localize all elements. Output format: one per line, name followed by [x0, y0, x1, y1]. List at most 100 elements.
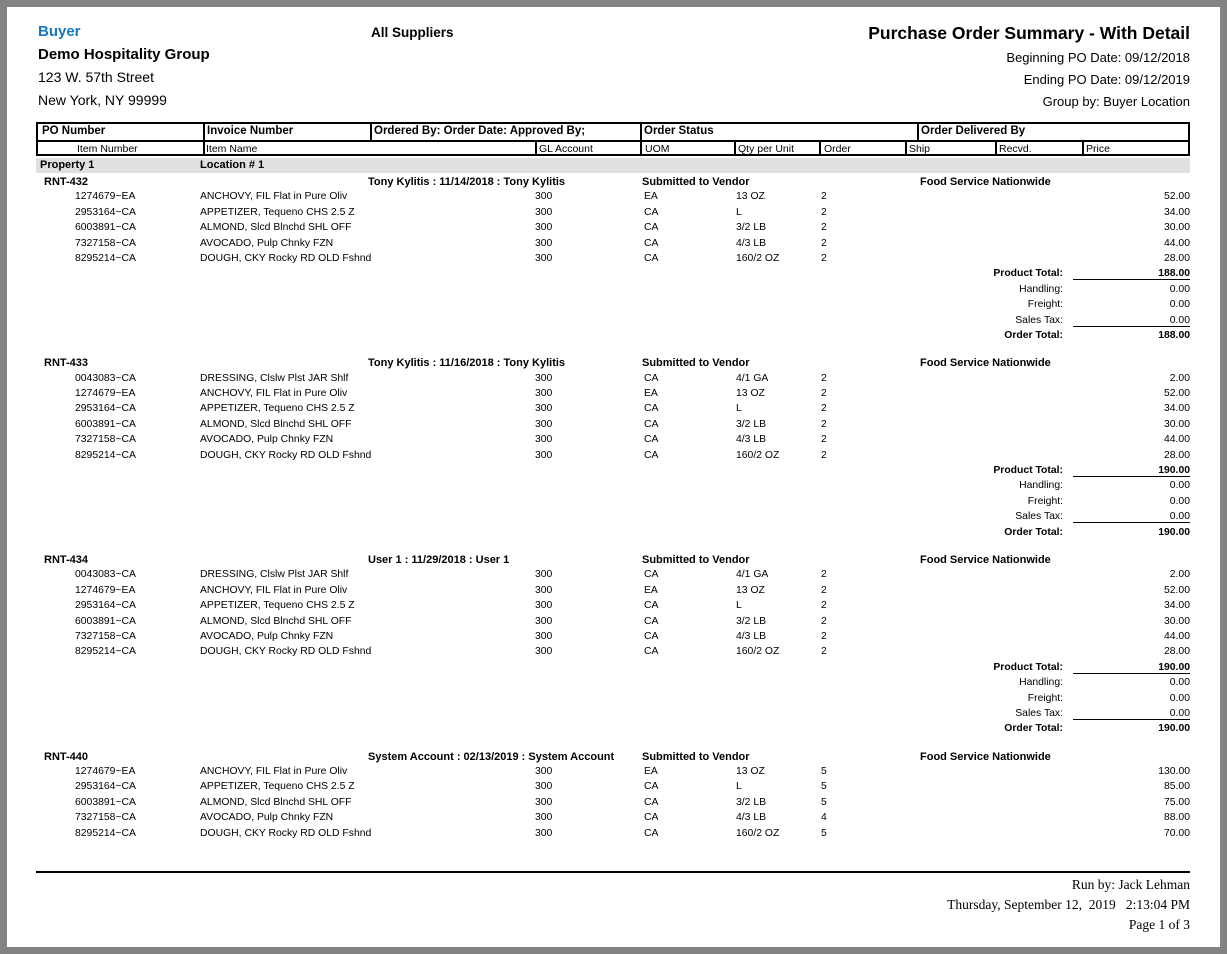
item-gl-account: 300 [535, 434, 553, 446]
col-order: Order [824, 143, 851, 155]
item-price: 2.00 [1169, 372, 1190, 384]
item-uom: CA [644, 569, 659, 581]
item-uom: CA [644, 418, 659, 430]
item-qty-per-unit: 13 OZ [736, 191, 765, 203]
item-uom: CA [644, 372, 659, 384]
item-row: 7327158~CA AVOCADO, Pulp Chnky FZN 300 CA 4/… [36, 433, 1190, 448]
table-header-row1: PO Number Invoice Number Ordered By: Ord… [38, 124, 1188, 142]
item-uom: CA [644, 646, 659, 658]
item-name: DRESSING, Clslw Plst JAR Shlf [200, 569, 349, 581]
po-group: RNT-433 Tony Kylitis : 11/16/2018 : Tony … [36, 356, 1190, 541]
item-row: 1274679~EA ANCHOVY, FIL Flat in Pure Oliv… [36, 765, 1190, 780]
handling-total-label: Handling: [1019, 283, 1063, 295]
item-order-qty: 2 [821, 434, 827, 446]
po-ordered-by: Tony Kylitis : 11/16/2018 : Tony Kylitis [368, 357, 566, 370]
item-name: AVOCADO, Pulp Chnky FZN [200, 237, 334, 249]
item-gl-account: 300 [535, 418, 553, 430]
item-name: AVOCADO, Pulp Chnky FZN [200, 812, 334, 824]
po-order-status: Submitted to Vendor [642, 750, 750, 763]
col-order-status: Order Status [644, 125, 714, 137]
item-uom: CA [644, 600, 659, 612]
product-total-label: Product Total: [993, 465, 1063, 477]
item-price: 44.00 [1163, 630, 1190, 642]
product-total-row: Product Total: 190.00 [36, 661, 1190, 676]
item-name: APPETIZER, Tequeno CHS 2.5 Z [200, 781, 355, 793]
item-uom: CA [644, 237, 659, 249]
table-header-row2: Item Number Item Name GL Account UOM Qty… [38, 142, 1188, 156]
item-price: 44.00 [1163, 434, 1190, 446]
item-order-qty: 5 [821, 781, 827, 793]
item-qty-per-unit: 13 OZ [736, 766, 765, 778]
item-number: 6003891~CA [75, 418, 136, 430]
item-number: 0043083~CA [75, 372, 136, 384]
col-item-number: Item Number [77, 143, 138, 155]
item-row: 7327158~CA AVOCADO, Pulp Chnky FZN 300 CA 4/… [36, 630, 1190, 645]
handling-total-value: 0.00 [1169, 283, 1190, 295]
item-gl-account: 300 [535, 569, 553, 581]
item-name: APPETIZER, Tequeno CHS 2.5 Z [200, 600, 355, 612]
item-gl-account: 300 [535, 646, 553, 658]
po-header-row: RNT-440 System Account : 02/13/2019 : Sys… [36, 750, 1190, 765]
product-total-label: Product Total: [993, 661, 1063, 673]
item-number: 2953164~CA [75, 206, 136, 218]
sales-tax-total-label: Sales Tax: [1015, 511, 1063, 523]
item-name: ANCHOVY, FIL Flat in Pure Oliv [200, 766, 348, 778]
item-order-qty: 2 [821, 630, 827, 642]
item-order-qty: 2 [821, 449, 827, 461]
item-qty-per-unit: 13 OZ [736, 388, 765, 400]
footer-rule [36, 871, 1190, 873]
col-order-delivered-by: Order Delivered By [921, 125, 1026, 137]
handling-total-value: 0.00 [1169, 677, 1190, 689]
item-row: 6003891~CA ALMOND, Slcd Blnchd SHL OFF 300… [36, 418, 1190, 433]
item-gl-account: 300 [535, 796, 553, 808]
po-group: RNT-432 Tony Kylitis : 11/14/2018 : Tony … [36, 175, 1190, 344]
po-group: RNT-434 User 1 : 11/29/2018 : User 1 Submi… [36, 553, 1190, 738]
freight-total-label: Freight: [1027, 692, 1063, 704]
item-name: DOUGH, CKY Rocky RD OLD Fshnd [200, 646, 372, 658]
item-order-qty: 2 [821, 222, 827, 234]
item-name: ALMOND, Slcd Blnchd SHL OFF [200, 615, 352, 627]
item-uom: CA [644, 781, 659, 793]
item-name: ANCHOVY, FIL Flat in Pure Oliv [200, 388, 348, 400]
po-delivered-by: Food Service Nationwide [920, 553, 1051, 566]
item-order-qty: 2 [821, 569, 827, 581]
item-price: 2.00 [1169, 569, 1190, 581]
suppliers-filter-label: All Suppliers [371, 25, 454, 40]
item-price: 88.00 [1163, 812, 1190, 824]
item-gl-account: 300 [535, 206, 553, 218]
freight-total-value: 0.00 [1169, 495, 1190, 507]
item-order-qty: 2 [821, 206, 827, 218]
item-gl-account: 300 [535, 615, 553, 627]
po-number: RNT-440 [44, 750, 89, 763]
item-name: APPETIZER, Tequeno CHS 2.5 Z [200, 403, 355, 415]
po-header-row: RNT-433 Tony Kylitis : 11/16/2018 : Tony … [36, 356, 1190, 371]
buyer-address-line1: 123 W. 57th Street [38, 69, 154, 85]
item-row: 7327158~CA AVOCADO, Pulp Chnky FZN 300 CA 4/… [36, 811, 1190, 826]
buyer-label: Buyer [38, 23, 81, 40]
item-qty-per-unit: 160/2 OZ [736, 827, 780, 839]
item-row: 7327158~CA AVOCADO, Pulp Chnky FZN 300 CA 4/… [36, 237, 1190, 252]
item-qty-per-unit: 160/2 OZ [736, 252, 780, 264]
item-uom: EA [644, 766, 658, 778]
item-gl-account: 300 [535, 372, 553, 384]
po-number: RNT-433 [44, 357, 89, 370]
item-price: 30.00 [1163, 418, 1190, 430]
item-gl-account: 300 [535, 827, 553, 839]
po-header-row: RNT-432 Tony Kylitis : 11/14/2018 : Tony … [36, 175, 1190, 190]
handling-total-row: Handling: 0.00 [36, 479, 1190, 494]
col-price: Price [1086, 143, 1110, 155]
item-qty-per-unit: 3/2 LB [736, 418, 767, 430]
item-price: 130.00 [1158, 766, 1190, 778]
col-recvd: Recvd. [999, 143, 1032, 155]
po-ordered-by: Tony Kylitis : 11/14/2018 : Tony Kylitis [368, 176, 566, 188]
item-name: DOUGH, CKY Rocky RD OLD Fshnd [200, 449, 372, 461]
item-number: 6003891~CA [75, 222, 136, 234]
item-price: 85.00 [1163, 781, 1190, 793]
item-row: 1274679~EA ANCHOVY, FIL Flat in Pure Oliv… [36, 584, 1190, 599]
sales-tax-total-value: 0.00 [1073, 511, 1190, 524]
item-name: ANCHOVY, FIL Flat in Pure Oliv [200, 584, 348, 596]
item-qty-per-unit: 13 OZ [736, 584, 765, 596]
item-name: AVOCADO, Pulp Chnky FZN [200, 630, 334, 642]
item-qty-per-unit: 4/3 LB [736, 434, 767, 446]
group-band: Property 1 Location # 1 [36, 158, 1190, 173]
